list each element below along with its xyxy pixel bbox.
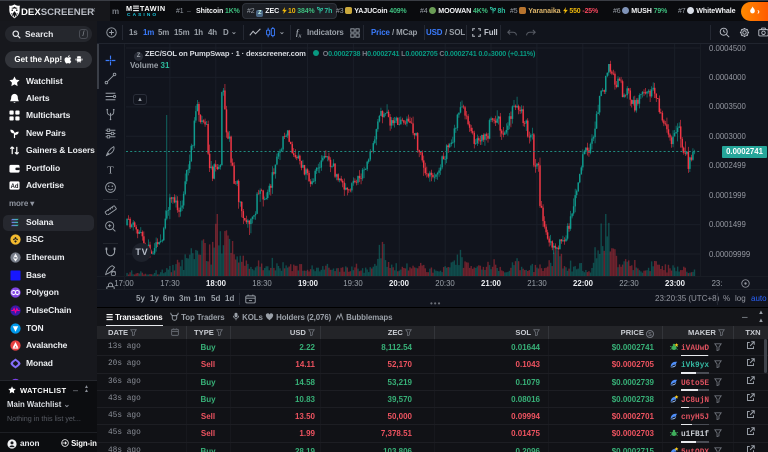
svg-text:T: T [107, 166, 114, 176]
svg-text:Ad: Ad [11, 183, 19, 189]
